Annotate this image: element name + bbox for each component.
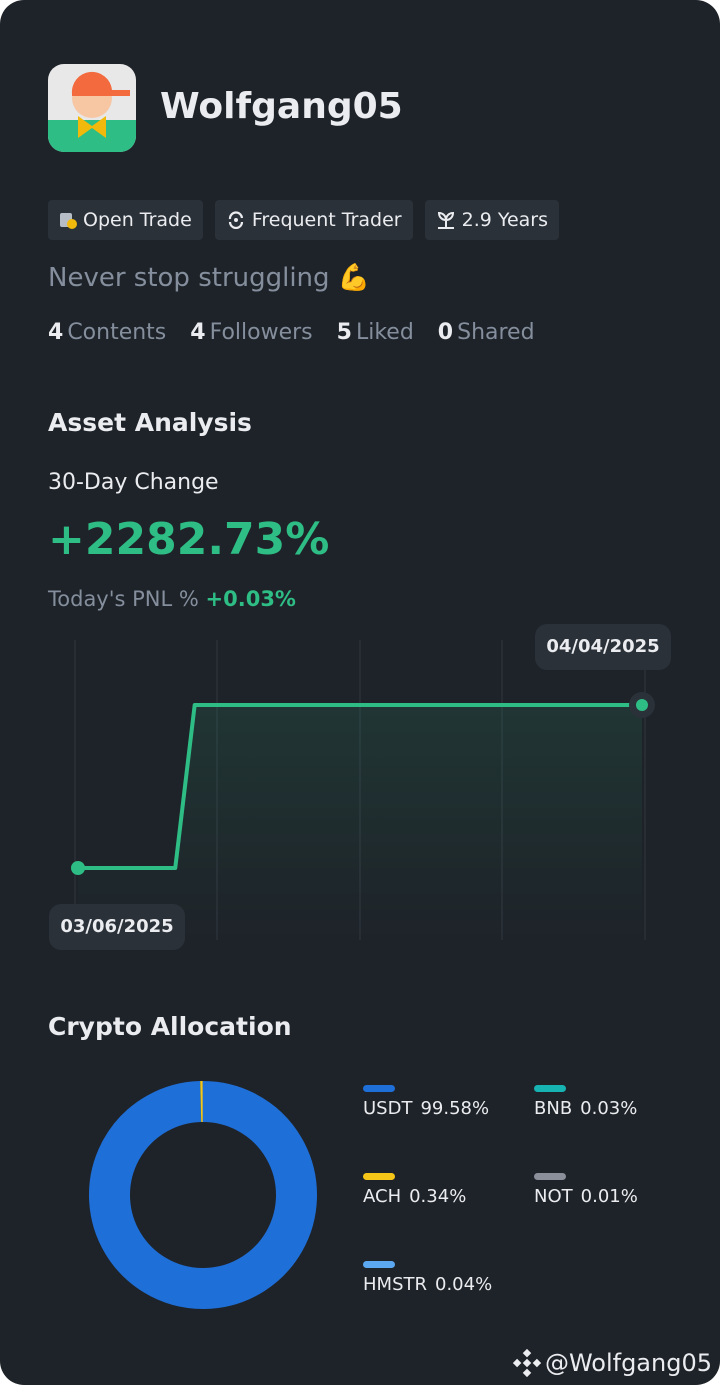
donut-slice <box>88 1081 317 1309</box>
stat: 4 Followers <box>190 320 312 345</box>
stat-count: 4 <box>190 320 206 345</box>
stat-count: 4 <box>48 320 64 345</box>
stat-label: Liked <box>355 320 414 345</box>
change-value: +2282.73% <box>48 514 330 565</box>
legend-value: 0.34% <box>409 1186 466 1207</box>
legend-value: 0.04% <box>435 1274 492 1295</box>
section-title: Crypto Allocation <box>48 1012 292 1041</box>
legend-swatch <box>534 1085 566 1092</box>
change-label: 30-Day Change <box>48 470 219 495</box>
stats: 4 Contents 4 Followers 5 Liked 0 Shared <box>48 320 535 345</box>
watermark: @Wolfgang05 <box>512 1349 712 1377</box>
section-title: Asset Analysis <box>48 408 252 437</box>
legend-label: USDT <box>363 1098 413 1119</box>
date-label: 04/04/2025 <box>546 636 659 657</box>
legend-entry: HMSTR 0.04% <box>363 1274 492 1295</box>
username: Wolfgang05 <box>160 86 403 127</box>
stat-count: 0 <box>437 320 454 345</box>
stat-label: Followers <box>209 320 313 345</box>
badges: Open Trade Frequent Trader 2.9 Years <box>48 200 559 240</box>
legend-swatch <box>534 1173 566 1180</box>
legend-label: BNB <box>534 1098 572 1119</box>
stat: 4 Contents <box>48 320 166 345</box>
bio: Never stop struggling 💪 <box>48 263 371 293</box>
stat: 5 Liked <box>337 320 414 345</box>
point <box>636 699 648 711</box>
date-label: 03/06/2025 <box>60 916 173 937</box>
badge: Open Trade <box>48 200 203 240</box>
legend-value: 99.58% <box>420 1098 489 1119</box>
pnl: Today's PNL % +0.03% <box>48 587 296 611</box>
legend-swatch <box>363 1261 395 1268</box>
pnl-label: Today's PNL % <box>48 587 199 611</box>
legend-swatch <box>363 1173 395 1180</box>
watermark-text: @Wolfgang05 <box>544 1349 712 1377</box>
stat-label: Shared <box>457 320 535 345</box>
date-tooltip <box>49 904 185 950</box>
stat: 0 Shared <box>438 320 535 345</box>
avatar <box>48 64 136 152</box>
stat-count: 5 <box>336 320 352 345</box>
legend-swatch <box>363 1085 395 1092</box>
legend-value: 0.01% <box>581 1186 638 1207</box>
badge-label: Frequent Trader <box>251 209 402 231</box>
badge-label: 2.9 Years <box>461 209 548 231</box>
stat-label: Contents <box>67 320 167 345</box>
area <box>78 705 642 940</box>
pnl-value: +0.03% <box>205 587 296 611</box>
badge-label: Open Trade <box>83 209 192 231</box>
date-tooltip <box>535 624 671 670</box>
legend-entry: NOT 0.01% <box>534 1186 638 1207</box>
line <box>78 703 642 870</box>
legend-entry: USDT 99.58% <box>363 1098 489 1119</box>
legend-value: 0.03% <box>580 1098 637 1119</box>
legend-entry: ACH 0.34% <box>363 1186 466 1207</box>
legend-label: NOT <box>534 1186 574 1207</box>
legend-entry: BNB 0.03% <box>534 1098 637 1119</box>
badge: 2.9 Years <box>424 200 559 240</box>
badge: Frequent Trader <box>214 200 413 240</box>
point <box>71 861 85 875</box>
legend-label: ACH <box>363 1186 401 1207</box>
legend-label: HMSTR <box>363 1274 427 1295</box>
